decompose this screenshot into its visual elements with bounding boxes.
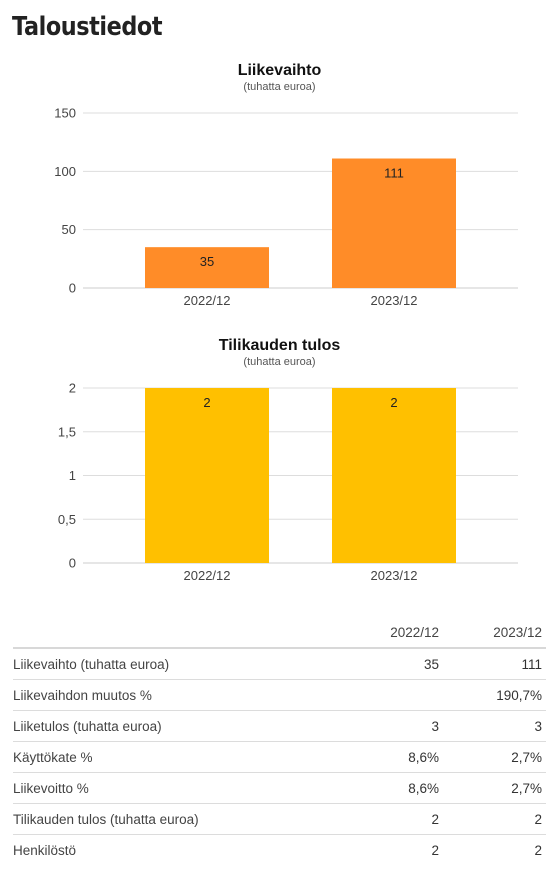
chart-subtitle: (tuhatta euroa): [243, 356, 315, 368]
revenue-chart-svg: Liikevaihto (tuhatta euroa) 0 50 100 150 35 202…: [54, 62, 518, 308]
table-row: Liiketulos (tuhatta euroa) 3 3: [13, 710, 546, 742]
y-tick-label: 1: [69, 468, 76, 483]
bar-value-label: 2: [203, 395, 210, 410]
row-value: 2: [534, 842, 542, 858]
x-tick-label: 2023/12: [371, 293, 418, 308]
row-label: Käyttökate %: [13, 741, 340, 773]
table-row: Liikevaihdon muutos % 190,7%: [13, 679, 546, 711]
chart-subtitle: (tuhatta euroa): [243, 81, 315, 93]
bar: [332, 158, 456, 288]
row-value: 3: [340, 710, 443, 742]
x-tick-label: 2023/12: [371, 568, 418, 583]
table-row: Käyttökate % 8,6% 2,7%: [13, 741, 546, 773]
y-tick-label: 2: [69, 381, 76, 396]
row-label: Liiketulos (tuhatta euroa): [13, 710, 340, 742]
bar-value-label: 35: [200, 254, 214, 269]
bar: [145, 388, 269, 563]
row-label: Liikevoitto %: [13, 772, 340, 804]
y-tick-label: 150: [54, 106, 76, 121]
chart-title: Liikevaihto: [238, 62, 322, 79]
bar-value-label: 2: [390, 395, 397, 410]
y-tick-label: 0,5: [58, 512, 76, 527]
row-label: Liikevaihdon muutos %: [13, 679, 340, 711]
y-tick-label: 100: [54, 164, 76, 179]
x-tick-label: 2022/12: [184, 293, 231, 308]
y-tick-label: 50: [62, 222, 76, 237]
table-row: Liikevaihto (tuhatta euroa) 35 111: [13, 648, 546, 680]
row-value: 8,6%: [340, 772, 443, 804]
net-result-chart: Tilikauden tulos (tuhatta euroa) 0 0,5 1 1,5 2…: [0, 330, 559, 590]
row-value: 35: [340, 648, 443, 680]
net-result-chart-svg: Tilikauden tulos (tuhatta euroa) 0 0,5 1 1,5 2…: [58, 337, 518, 583]
table-header-empty: [13, 617, 340, 649]
row-value: 3: [443, 710, 546, 742]
row-value: 2,7%: [443, 741, 546, 773]
table-row: Tilikauden tulos (tuhatta euroa) 2 2: [13, 803, 546, 835]
page-title: Taloustiedot: [12, 12, 163, 42]
row-value: [340, 679, 443, 711]
table-row: Henkilöstö 2 2: [13, 835, 546, 866]
bar: [145, 247, 269, 288]
y-tick-label: 0: [69, 281, 76, 296]
y-tick-label: 1,5: [58, 424, 76, 439]
row-label: Tilikauden tulos (tuhatta euroa): [13, 803, 340, 835]
table-row: Liikevoitto % 8,6% 2,7%: [13, 772, 546, 804]
row-value: 2: [443, 803, 546, 835]
bar-value-label: 111: [384, 166, 404, 181]
financial-table: 2022/12 2023/12 Liikevaihto (tuhatta eur…: [13, 617, 546, 865]
row-label: Liikevaihto (tuhatta euroa): [13, 648, 340, 680]
row-label: Henkilöstö: [13, 842, 77, 858]
bar: [332, 388, 456, 563]
row-value: 2,7%: [443, 772, 546, 804]
table-header-year: 2022/12: [340, 617, 443, 649]
row-value: 8,6%: [340, 741, 443, 773]
revenue-chart: Liikevaihto (tuhatta euroa) 0 50 100 150 35 202…: [0, 55, 559, 315]
row-value: 190,7%: [443, 679, 546, 711]
y-tick-label: 0: [69, 556, 76, 571]
row-value: 2: [340, 803, 443, 835]
row-value: 111: [443, 648, 546, 680]
table-header-year: 2023/12: [443, 617, 546, 649]
row-value: 2: [431, 842, 439, 858]
x-tick-label: 2022/12: [184, 568, 231, 583]
table-header-row: 2022/12 2023/12: [13, 617, 546, 649]
chart-title: Tilikauden tulos: [219, 337, 341, 354]
